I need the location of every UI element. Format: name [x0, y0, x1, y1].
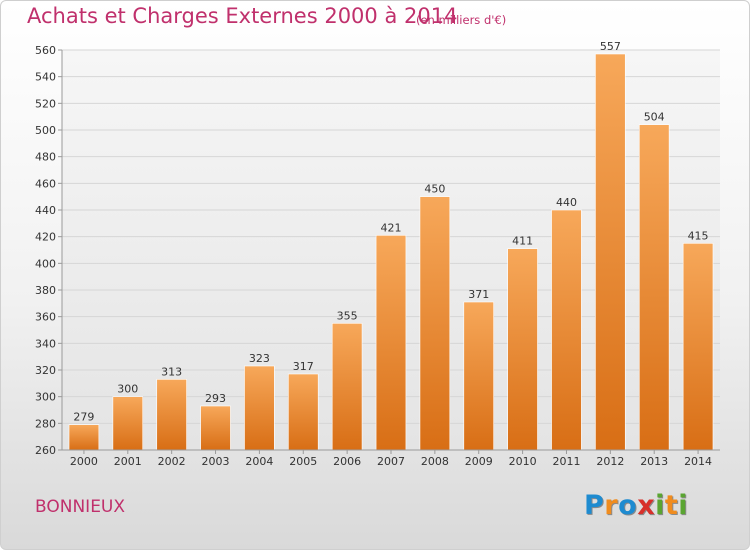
data-label-2013: 504 [644, 111, 665, 124]
y-tick-label: 400 [35, 257, 56, 270]
bar-2008 [419, 196, 451, 451]
data-label-2004: 323 [249, 352, 270, 365]
y-tick-label: 420 [35, 231, 56, 244]
bar-2000 [68, 424, 100, 451]
logo-letter: o [618, 490, 638, 521]
data-label-2014: 415 [688, 229, 709, 242]
y-tick-label: 460 [35, 177, 56, 190]
x-tick-label-2014: 2014 [684, 455, 712, 468]
bar-2013 [638, 124, 670, 451]
y-axis-ticks: 260 280 300 320 340 360 380 400 420 440 460 480 500 5… [35, 44, 62, 457]
x-tick-label-2011: 2011 [552, 455, 580, 468]
logo-letter: P [584, 490, 605, 521]
logo-letter: t [664, 490, 679, 521]
bar-2002 [156, 379, 187, 451]
x-tick-label-2005: 2005 [289, 455, 317, 468]
data-label-2010: 411 [512, 235, 533, 248]
bar-2003 [200, 405, 231, 451]
y-tick-label: 360 [35, 311, 56, 324]
bar-2014 [682, 243, 714, 451]
y-tick-label: 560 [35, 44, 56, 57]
x-tick-label-2002: 2002 [158, 455, 186, 468]
x-tick-label-2009: 2009 [465, 455, 493, 468]
data-label-2001: 300 [117, 383, 138, 396]
bar-2004 [244, 365, 275, 451]
y-tick-label: 340 [35, 337, 56, 350]
data-label-2002: 313 [161, 365, 182, 378]
logo-letter: x [637, 490, 656, 521]
y-tick-label: 320 [35, 364, 56, 377]
y-tick-label: 280 [35, 417, 56, 430]
y-tick-label: 540 [35, 71, 56, 84]
y-tick-label: 260 [35, 444, 56, 457]
bar-2012 [595, 53, 626, 451]
data-label-2005: 317 [293, 360, 314, 373]
y-tick-label: 440 [35, 204, 56, 217]
data-labels: 279 300 313 293 323 317 355 421 450 371 411 440 557 5… [73, 40, 708, 424]
x-tick-label-2013: 2013 [640, 455, 668, 468]
x-axis-ticks: 2000 2001 2002 2003 2004 2005 2006 2007 2008 2009… [70, 450, 712, 468]
x-tick-label-2003: 2003 [202, 455, 230, 468]
bar-2005 [288, 373, 319, 451]
bars [68, 53, 714, 451]
y-tick-label: 380 [35, 284, 56, 297]
bar-2011 [551, 209, 582, 451]
bar-2006 [331, 323, 363, 451]
data-label-2007: 421 [381, 221, 402, 234]
commune-name: BONNIEUX [35, 497, 126, 517]
data-label-2003: 293 [205, 392, 226, 405]
x-tick-label-2012: 2012 [596, 455, 624, 468]
x-tick-label-2006: 2006 [333, 455, 361, 468]
x-tick-label-2010: 2010 [509, 455, 537, 468]
data-label-2012: 557 [600, 40, 621, 53]
x-tick-label-2001: 2001 [114, 455, 142, 468]
x-tick-label-2007: 2007 [377, 455, 405, 468]
bar-2009 [463, 301, 494, 451]
y-tick-label: 520 [35, 97, 56, 110]
chart-title: Achats et Charges Externes 2000 à 2014 [27, 4, 458, 28]
data-label-2011: 440 [556, 196, 577, 209]
data-label-2000: 279 [73, 411, 94, 424]
x-tick-label-2000: 2000 [70, 455, 98, 468]
chart-subtitle: (en milliers d'€) [416, 13, 507, 27]
logo-letter: i [678, 490, 689, 521]
x-tick-label-2008: 2008 [421, 455, 449, 468]
logo-letter: r [604, 490, 619, 521]
x-tick-label-2004: 2004 [245, 455, 273, 468]
y-tick-label: 480 [35, 151, 56, 164]
data-label-2006: 355 [337, 309, 358, 322]
data-label-2008: 450 [424, 183, 445, 196]
y-tick-label: 500 [35, 124, 56, 137]
y-tick-label: 300 [35, 391, 56, 404]
bar-2007 [375, 235, 407, 451]
data-label-2009: 371 [468, 288, 489, 301]
bar-2010 [507, 248, 538, 451]
bar-2001 [112, 396, 144, 451]
proxiti-logo[interactable]: Proxiti [584, 490, 688, 521]
logo-letter: i [655, 490, 665, 521]
